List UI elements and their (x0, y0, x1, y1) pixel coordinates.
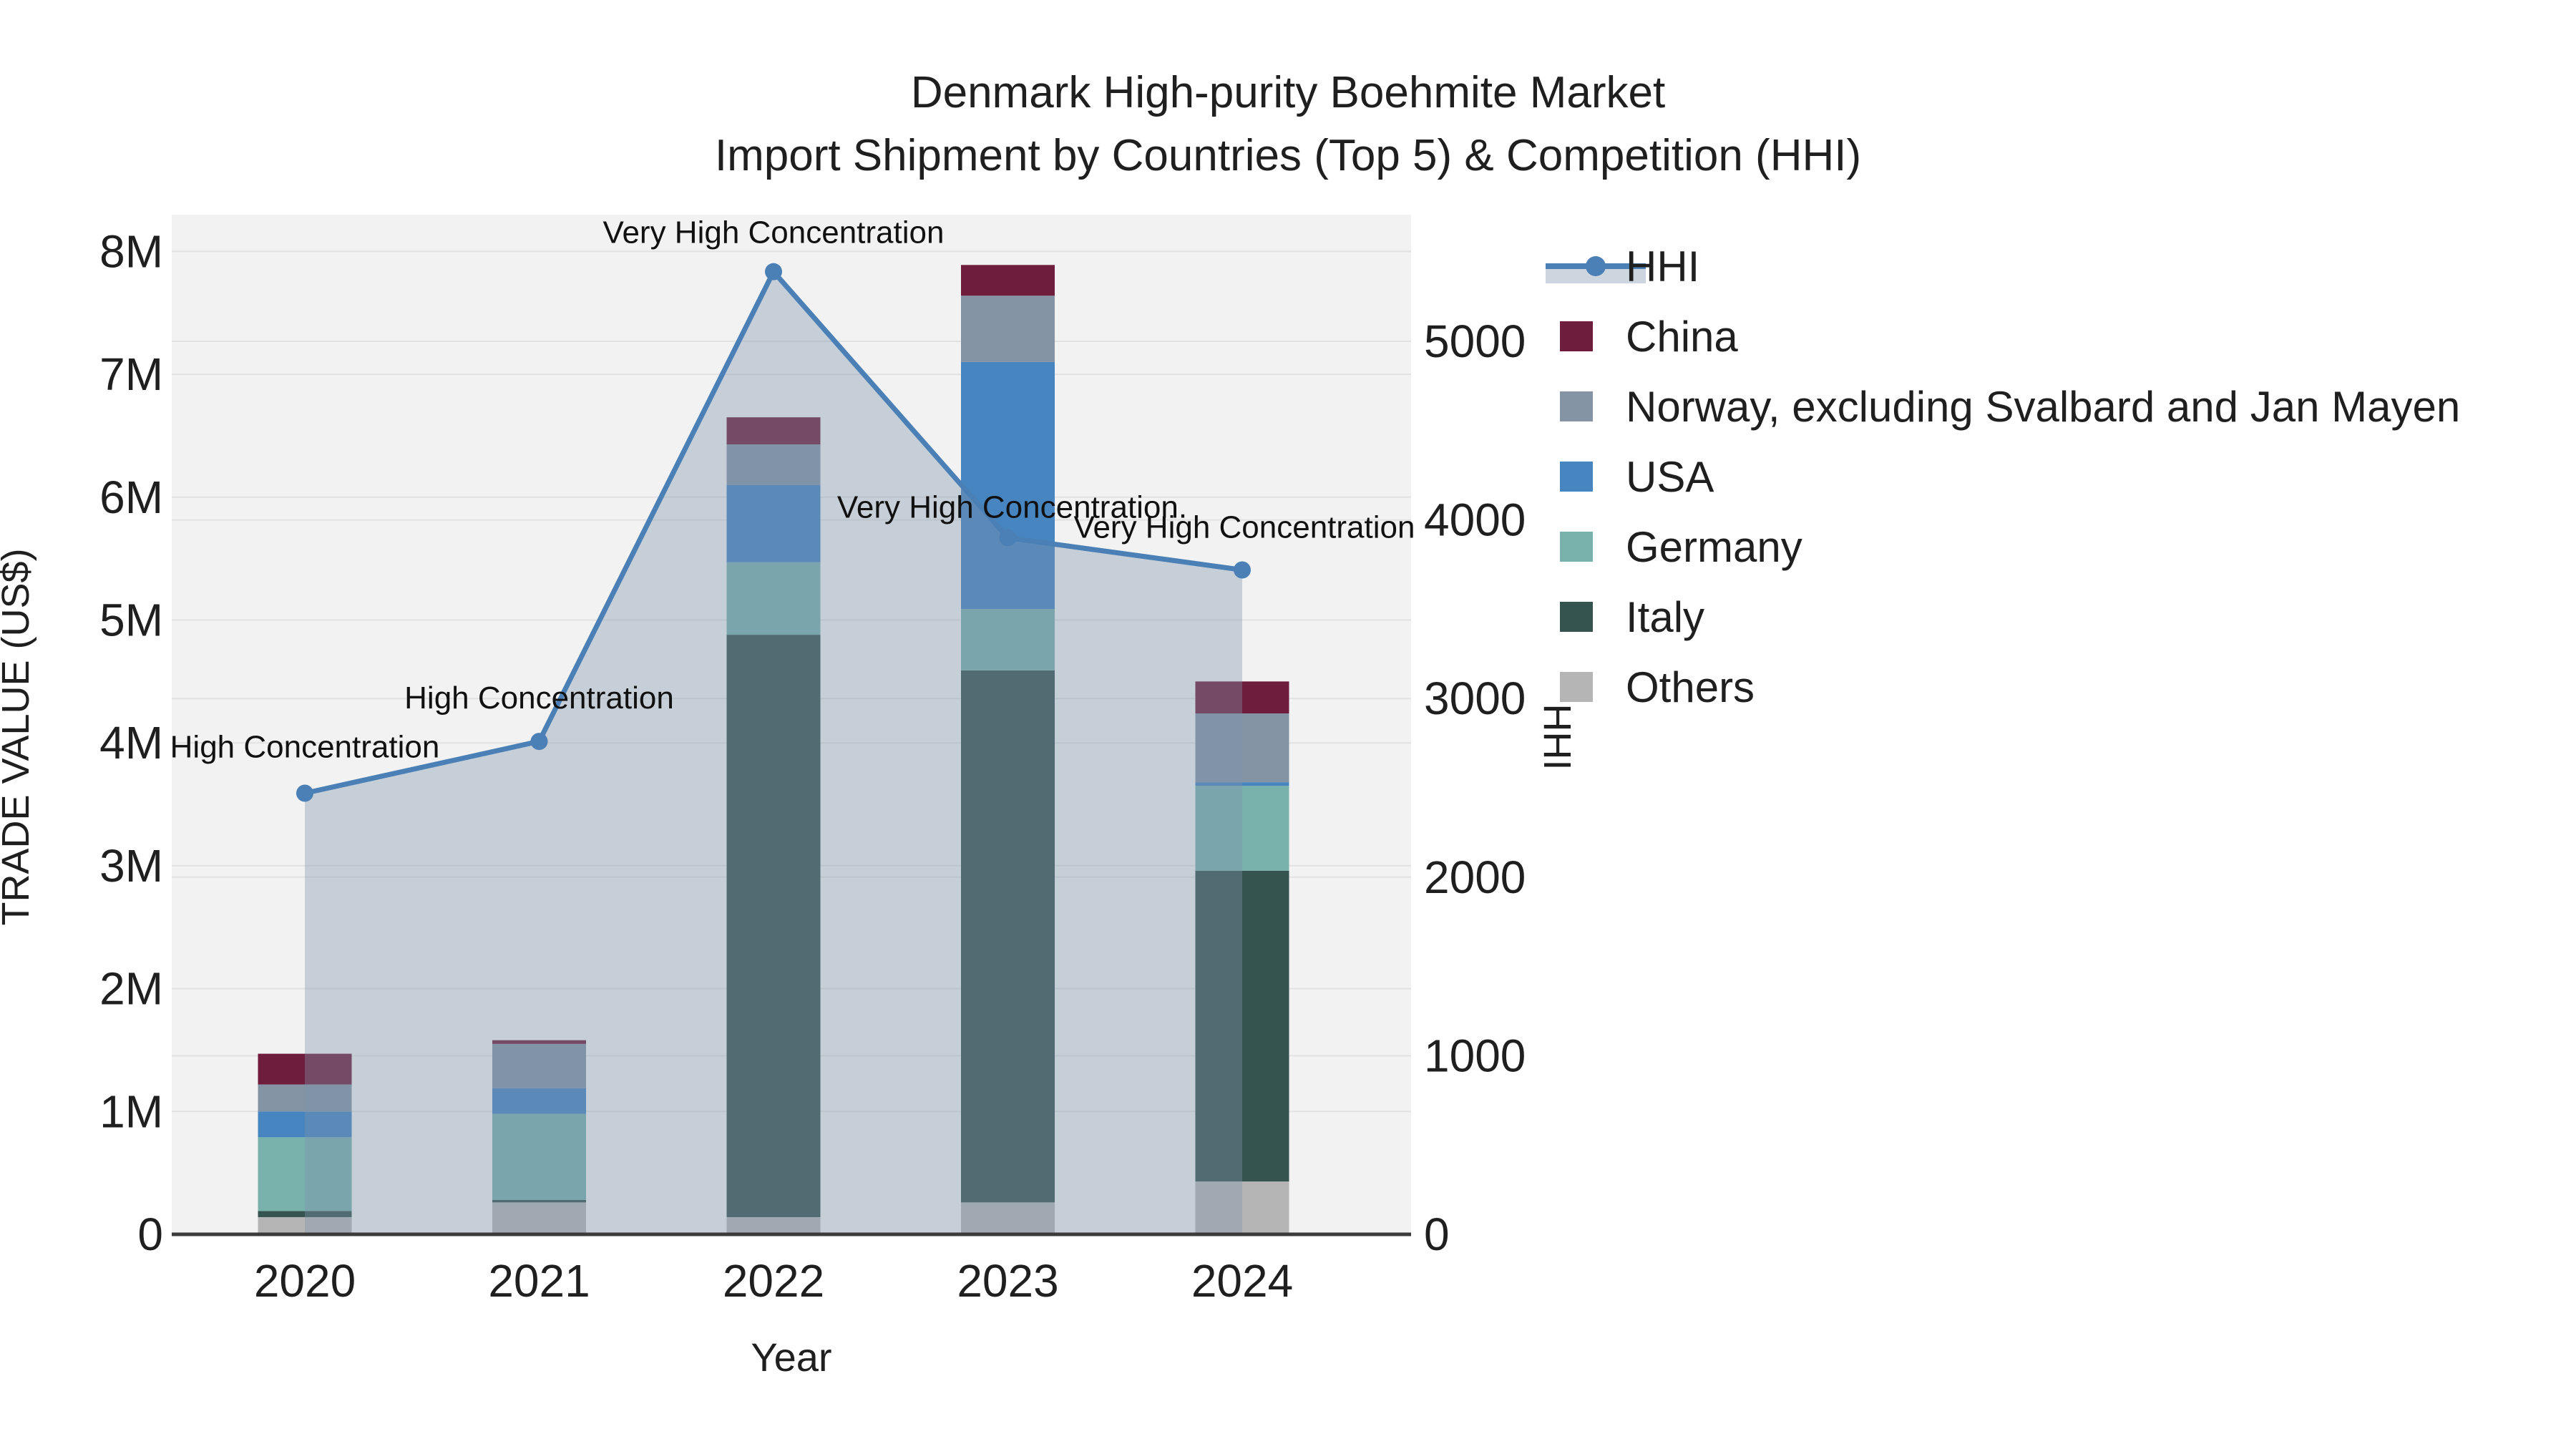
annotation-2024: Very High Concentration (1074, 509, 1415, 545)
bar-segment-germany-2022[interactable] (726, 562, 821, 635)
bar-segment-germany-2020[interactable] (258, 1137, 352, 1211)
bar-segment-germany-2023[interactable] (961, 609, 1055, 670)
stacked-bars (258, 265, 1289, 1234)
bar-segment-usa-2021[interactable] (492, 1088, 586, 1114)
legend-hhi-marker-icon (1586, 256, 1606, 276)
left-tick-3M: 3M (99, 840, 163, 892)
bar-segment-china-2024[interactable] (1195, 681, 1289, 713)
bar-segment-usa-2022[interactable] (726, 484, 821, 562)
left-axis-label: TRADE VALUE (US$) (0, 548, 37, 925)
legend-item-italy[interactable]: Italy (1560, 593, 1704, 641)
annotations: High Concentration High Concentration Very… (170, 215, 1415, 765)
left-tick-4M: 4M (99, 717, 163, 769)
bar-segment-italy-2021[interactable] (492, 1199, 586, 1203)
bar-segment-usa-2023[interactable] (961, 361, 1055, 610)
legend-label: China (1626, 313, 1738, 361)
bar-segment-usa-2024[interactable] (1195, 782, 1289, 786)
bar-segment-norway-2022[interactable] (726, 444, 821, 485)
legend: HHI China Norway, excluding Svalbard and J… (1546, 243, 2460, 711)
right-tick-1000: 1000 (1424, 1030, 1526, 1081)
left-tick-2M: 2M (99, 963, 163, 1015)
x-tick-2021: 2021 (488, 1255, 590, 1307)
right-axis-ticks: 0 1000 2000 3000 4000 5000 (1424, 316, 1526, 1260)
left-tick-7M: 7M (99, 348, 163, 400)
bar-segment-germany-2024[interactable] (1195, 786, 1289, 871)
bar-segment-china-2023[interactable] (961, 265, 1055, 296)
legend-label: Italy (1626, 593, 1704, 641)
legend-label: HHI (1626, 243, 1699, 291)
bar-segment-norway-2024[interactable] (1195, 713, 1289, 783)
x-tick-2022: 2022 (723, 1255, 824, 1307)
left-tick-0: 0 (137, 1209, 163, 1260)
bar-segment-italy-2024[interactable] (1195, 870, 1289, 1182)
x-axis-ticks: 2020 2021 2022 2023 2024 (254, 1255, 1293, 1307)
annotation-2020: High Concentration (170, 729, 440, 764)
x-tick-2020: 2020 (254, 1255, 356, 1307)
hhi-marker-2021[interactable] (530, 733, 548, 751)
annotation-2022: Very High Concentration (603, 215, 945, 250)
legend-item-norway-excluding-svalbard-and-jan-mayen[interactable]: Norway, excluding Svalbard and Jan Mayen (1560, 383, 2460, 431)
hhi-marker-2022[interactable] (765, 263, 782, 280)
legend-item-china[interactable]: China (1560, 313, 1738, 361)
chart-subtitle: Import Shipment by Countries (Top 5) & C… (715, 131, 1861, 180)
x-axis-label: Year (751, 1335, 831, 1380)
bar-segment-china-2022[interactable] (726, 417, 821, 444)
bar-segment-others-2024[interactable] (1195, 1181, 1289, 1234)
right-axis-label: HHI (1536, 704, 1579, 771)
legend-item-hhi[interactable]: HHI (1546, 243, 1699, 291)
legend-label: USA (1626, 453, 1714, 501)
legend-label: Norway, excluding Svalbard and Jan Mayen (1626, 383, 2460, 431)
bar-segment-italy-2022[interactable] (726, 635, 821, 1217)
right-tick-3000: 3000 (1424, 673, 1526, 724)
x-tick-2023: 2023 (957, 1255, 1058, 1307)
left-tick-8M: 8M (99, 225, 163, 277)
right-tick-2000: 2000 (1424, 852, 1526, 903)
bar-segment-norway-2020[interactable] (258, 1084, 352, 1112)
bar-segment-china-2020[interactable] (258, 1053, 352, 1085)
bar-segment-others-2023[interactable] (961, 1202, 1055, 1234)
hhi-area (305, 271, 1242, 1234)
legend-label: Others (1626, 663, 1755, 711)
bar-segment-italy-2020[interactable] (258, 1211, 352, 1217)
bar-segment-usa-2020[interactable] (258, 1111, 352, 1138)
hhi-marker-2024[interactable] (1234, 561, 1251, 579)
legend-swatch-icon (1560, 602, 1593, 632)
annotation-2021: High Concentration (404, 680, 674, 716)
bar-segment-italy-2023[interactable] (961, 670, 1055, 1203)
legend-swatch-icon (1560, 462, 1593, 492)
bar-segment-others-2020[interactable] (258, 1216, 352, 1234)
bar-segment-germany-2021[interactable] (492, 1113, 586, 1200)
bar-segment-china-2021[interactable] (492, 1040, 586, 1044)
legend-swatch-icon (1560, 532, 1593, 562)
bar-segment-norway-2023[interactable] (961, 296, 1055, 362)
legend-item-usa[interactable]: USA (1560, 453, 1714, 501)
legend-item-germany[interactable]: Germany (1560, 523, 1802, 571)
hhi-area-fill (305, 271, 1242, 1234)
right-tick-4000: 4000 (1424, 494, 1526, 546)
left-tick-1M: 1M (99, 1085, 163, 1137)
hhi-marker-2020[interactable] (296, 784, 313, 802)
x-tick-2024: 2024 (1191, 1255, 1293, 1307)
annotation-2023: Very High Concentration. (837, 490, 1187, 525)
right-tick-0: 0 (1424, 1209, 1450, 1260)
left-axis-ticks: 0 1M 2M 3M 4M 5M 6M 7M 8M (99, 225, 163, 1260)
hhi-line (296, 263, 1251, 802)
legend-item-others[interactable]: Others (1560, 663, 1755, 711)
legend-swatch-icon (1560, 391, 1593, 421)
bar-segment-others-2021[interactable] (492, 1202, 586, 1234)
legend-swatch-icon (1560, 321, 1593, 351)
left-tick-5M: 5M (99, 595, 163, 646)
chart-title: Denmark High-purity Boehmite Market (911, 68, 1665, 117)
bar-segment-norway-2021[interactable] (492, 1043, 586, 1088)
hhi-marker-2023[interactable] (999, 529, 1017, 547)
legend-label: Germany (1626, 523, 1802, 571)
left-tick-6M: 6M (99, 472, 163, 523)
bar-segment-others-2022[interactable] (726, 1216, 821, 1234)
right-tick-5000: 5000 (1424, 316, 1526, 367)
legend-swatch-icon (1560, 672, 1593, 702)
